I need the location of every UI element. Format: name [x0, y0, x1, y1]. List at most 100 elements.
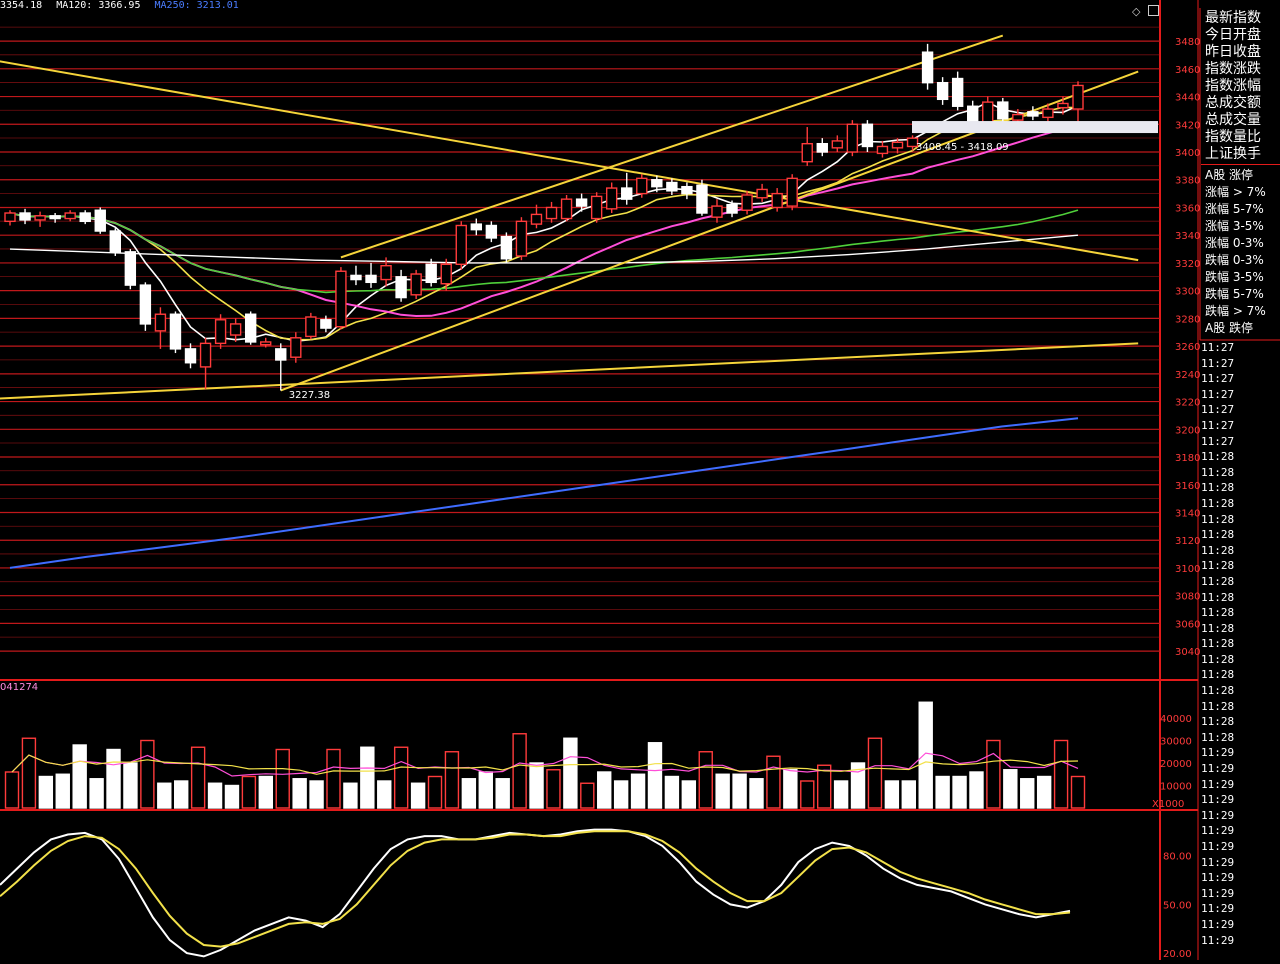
tick-time: 11:29	[1201, 793, 1235, 807]
candle-body	[335, 270, 347, 328]
volume-bar	[1020, 778, 1035, 809]
price-axis: 3480 3460 3440 3420 3400 3380 3360 3340 3320 3300…	[1175, 37, 1200, 658]
candle-body	[786, 177, 798, 207]
volume-bar	[21, 737, 37, 809]
candle-body	[726, 203, 738, 214]
candle-body	[545, 206, 558, 220]
candle-body	[49, 215, 61, 220]
volume-bar	[360, 746, 375, 809]
candle-body	[350, 274, 362, 281]
candle-body	[876, 145, 889, 155]
volume-bar	[55, 773, 70, 809]
breadth-label: 涨幅 > 7%	[1205, 185, 1266, 199]
volume-bar	[867, 737, 883, 809]
volume-bar	[224, 784, 240, 809]
indicator-ma-value: 3354.18	[0, 0, 43, 11]
candle-body	[861, 123, 874, 148]
volume-bar	[630, 773, 646, 809]
candle-body	[94, 209, 106, 232]
quote-label: 上证换手	[1205, 146, 1261, 162]
volume-bar	[1070, 775, 1086, 809]
quote-side-panel: 最新指数 今日开盘 昨日收盘 指数涨跌 指数涨幅 总成交额 总成交量 指数量比 上证换手 A股 …	[1201, 10, 1280, 337]
low-price-label: 3227.38	[289, 390, 330, 401]
volume-bar	[4, 771, 20, 809]
volume-ma5-line	[11, 752, 1079, 777]
volume-bar	[1003, 769, 1018, 809]
tick-time: 11:28	[1201, 652, 1235, 666]
volume-bar	[647, 742, 663, 809]
price-tick-label: 3400	[1175, 148, 1200, 159]
tick-time: 11:27	[1201, 434, 1235, 448]
channel-upper-trendline	[340, 34, 1004, 259]
candle-body	[891, 141, 904, 149]
candle-body	[244, 313, 257, 343]
tick-time: 11:28	[1201, 465, 1235, 479]
volume-bar	[529, 762, 544, 809]
candle-body	[801, 142, 813, 163]
price-tick-label: 3060	[1175, 619, 1200, 630]
candle-body	[1027, 111, 1039, 117]
volume-bar	[698, 751, 713, 809]
tick-time: 11:28	[1201, 621, 1235, 635]
candle-body	[681, 185, 693, 195]
volume-tick-label: 20000	[1160, 759, 1192, 770]
tick-time: 11:28	[1201, 543, 1235, 557]
candle-body	[275, 348, 287, 361]
candle-body	[64, 212, 76, 220]
quote-label: 总成交额	[1205, 95, 1261, 111]
candle-body	[395, 276, 407, 299]
candle-body	[831, 140, 844, 149]
breadth-label: A股 涨停	[1205, 168, 1254, 182]
price-tick-label: 3360	[1175, 203, 1200, 214]
volume-bar	[512, 733, 527, 809]
volume-caption: 041274	[0, 682, 38, 693]
volume-bar	[140, 739, 155, 809]
moving-average-lines	[9, 101, 1079, 569]
tick-time: 11:28	[1201, 496, 1235, 510]
candle-body	[530, 213, 543, 225]
tick-time: 11:29	[1201, 762, 1235, 776]
breadth-label: 跌幅 > 7%	[1205, 304, 1266, 318]
channel-lower-trendline	[280, 70, 1139, 392]
candle-body	[455, 224, 467, 266]
resistance-trendline-falling	[0, 60, 1139, 262]
volume-bar	[732, 773, 747, 809]
quote-label: 指数涨幅	[1205, 78, 1261, 94]
indicator-bar: 3354.18 MA120: 3366.95 MA250: 3213.01	[0, 0, 247, 14]
expand-window-icon[interactable]	[1148, 5, 1159, 16]
volume-bar	[749, 778, 764, 809]
tick-time: 11:28	[1201, 574, 1235, 588]
volume-tick-label: 10000	[1160, 782, 1192, 793]
candle-body	[1057, 102, 1069, 109]
ma5-line	[9, 101, 1079, 342]
candle-body	[560, 198, 573, 220]
volume-bar	[157, 782, 172, 809]
price-grid	[0, 26, 1160, 652]
candle-body	[515, 220, 528, 257]
tick-time: 11:28	[1201, 699, 1235, 713]
kdj-k-line	[0, 828, 1071, 958]
kdj-tick-label: 50.00	[1163, 900, 1192, 911]
candle-body	[575, 198, 588, 207]
indicator-ma120: MA120: 3366.95	[56, 0, 141, 11]
volume-bar	[89, 778, 104, 809]
volume-bar	[258, 775, 274, 809]
tick-time: 11:28	[1201, 637, 1235, 651]
volume-bar	[1036, 775, 1052, 809]
price-tick-label: 3180	[1175, 453, 1200, 464]
candle-body	[199, 342, 212, 368]
volume-bar	[715, 773, 730, 809]
candle-body	[470, 223, 483, 231]
tick-time: 11:28	[1201, 606, 1235, 620]
candle-body	[1042, 108, 1054, 119]
settings-diamond-icon[interactable]: ◇	[1132, 5, 1141, 18]
breadth-labels: A股 涨停 涨幅 > 7% 涨幅 5-7% 涨幅 3-5% 涨幅 0-3% 跌幅 0-3%…	[1205, 167, 1280, 337]
candle-body	[425, 263, 437, 284]
breadth-label: 涨幅 0-3%	[1205, 236, 1264, 250]
candle-body	[139, 284, 152, 325]
ma120-line	[9, 234, 1079, 264]
price-tick-label: 3160	[1175, 481, 1200, 492]
